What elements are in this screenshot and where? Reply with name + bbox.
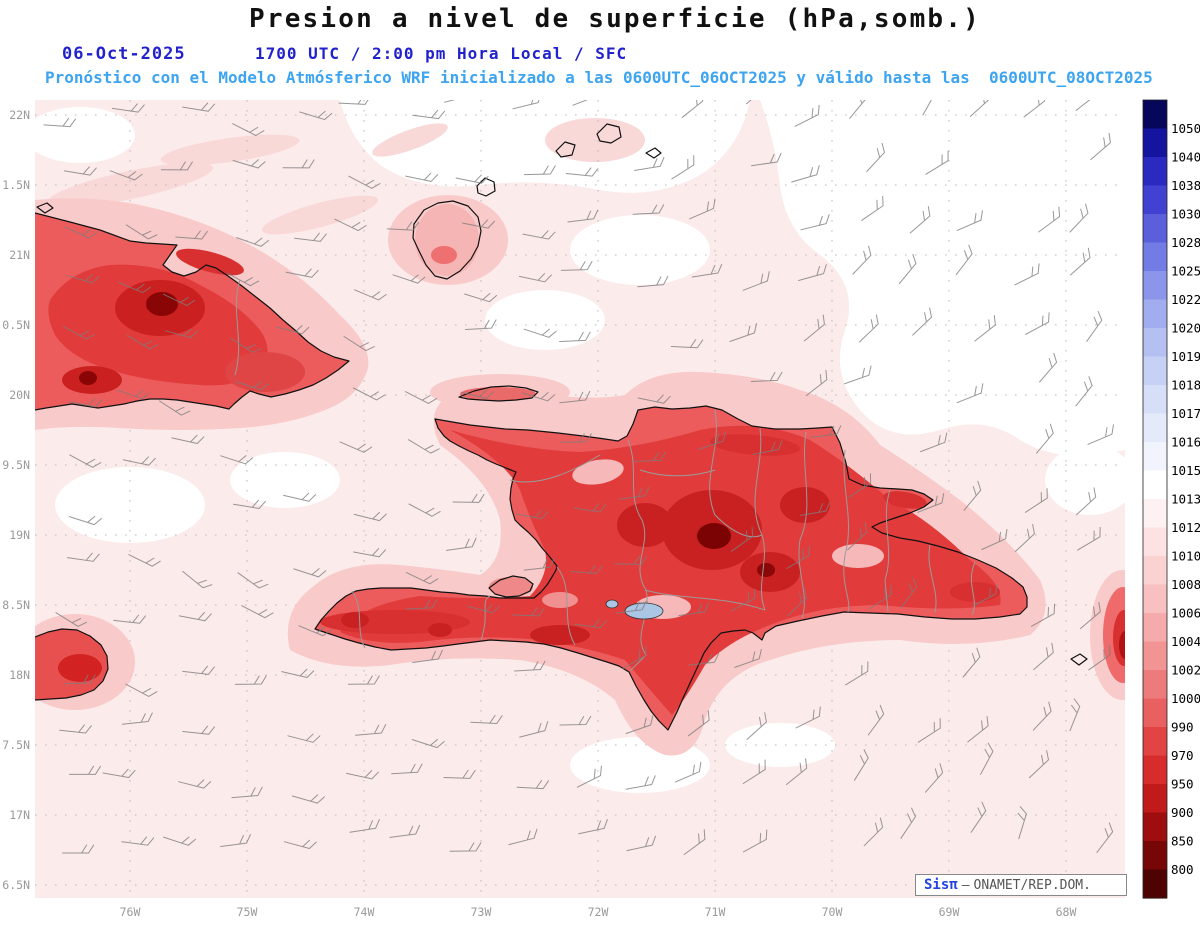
lon-tick-label: 73W [471, 905, 492, 919]
lakes [605, 599, 664, 620]
coastlines [35, 123, 1088, 731]
colorbar-label: 1028 [1171, 235, 1200, 250]
haiti-dr-border [627, 439, 648, 672]
colorbar-label: 900 [1171, 805, 1194, 820]
map-plot-area [35, 100, 1125, 898]
colorbar-label: 950 [1171, 777, 1194, 792]
watermark-separator: – [961, 877, 970, 893]
lon-tick-label: 70W [822, 905, 843, 919]
colorbar [1142, 99, 1168, 899]
small-cay [36, 202, 54, 214]
watermark: Sisπ – ONAMET/REP.DOM. [915, 874, 1127, 896]
lon-tick-label: 68W [1056, 905, 1077, 919]
lon-tick-label: 72W [588, 905, 609, 919]
colorbar-label: 850 [1171, 834, 1194, 849]
light-pink-streaks [46, 118, 645, 235]
run-date: 06-Oct-2025 [62, 44, 186, 64]
hispaniola-coastline [314, 405, 1028, 731]
tortuga-island [458, 385, 539, 402]
dark-red-minima [62, 280, 1125, 659]
province-boundaries [234, 279, 976, 672]
mona-island [1070, 653, 1088, 666]
lon-tick-label: 71W [705, 905, 726, 919]
cuba-coastline [35, 212, 350, 411]
colorbar-label: 1050 [1171, 121, 1200, 136]
date-time-line: 06-Oct-2025 1700 UTC / 2:00 pm Hora Loca… [0, 44, 1200, 64]
colorbar-label: 1022 [1171, 292, 1200, 307]
little-inagua-island [476, 177, 496, 197]
colorbar-label: 970 [1171, 748, 1194, 763]
colorbar-label: 990 [1171, 720, 1194, 735]
caicos-island-2 [596, 123, 622, 144]
colorbar-label: 1017 [1171, 406, 1200, 421]
light-valley-patches [542, 459, 884, 619]
colorbar-label: 1006 [1171, 606, 1200, 621]
lat-tick-label: 22N [9, 108, 30, 122]
lat-tick-label: 18N [9, 668, 30, 682]
colorbar-labels: 1050 1040 1038 1030 1028 1025 1022 1020 1019 1018… [1171, 121, 1200, 877]
lat-tick-label: 21N [9, 248, 30, 262]
colorbar-label: 1020 [1171, 321, 1200, 336]
colorbar-label: 1000 [1171, 691, 1200, 706]
colorbar-label: 1013 [1171, 492, 1200, 507]
colorbar-label: 1015 [1171, 463, 1200, 478]
colorbar-label: 1016 [1171, 435, 1200, 450]
model-note: Pronóstico con el Modelo Atmósferico WRF… [45, 68, 1153, 87]
lat-tick-label: 19N [9, 528, 30, 542]
lat-tick-label: 9.5N [2, 458, 30, 472]
gonave-island [488, 575, 534, 598]
colorbar-label: 1038 [1171, 178, 1200, 193]
colorbar-label: 1040 [1171, 150, 1200, 165]
colorbar-label: 1002 [1171, 663, 1200, 678]
colorbar-label: 1019 [1171, 349, 1200, 364]
colorbar-label: 1018 [1171, 378, 1200, 393]
colorbar-label: 800 [1171, 862, 1194, 877]
lat-tick-label: 17N [9, 808, 30, 822]
longitude-axis-labels: 76W 75W 74W 73W 72W 71W 70W 69W 68W [120, 905, 1077, 919]
watermark-brand: Sisπ [924, 877, 958, 893]
lat-tick-label: 20N [9, 388, 30, 402]
great-inagua-island [412, 200, 482, 280]
colorbar-label: 1030 [1171, 207, 1200, 222]
lat-tick-label: 1.5N [2, 178, 30, 192]
valid-time: 1700 UTC / 2:00 pm Hora Local / SFC [255, 44, 628, 63]
colorbar-label: 1010 [1171, 549, 1200, 564]
turks-island [645, 147, 662, 159]
wind-barbs [43, 100, 1114, 856]
lat-tick-label: 7.5N [2, 738, 30, 752]
colorbar-label: 1004 [1171, 634, 1200, 649]
lat-tick-label: 0.5N [2, 318, 30, 332]
etang-saumatre [605, 599, 619, 609]
lake-enriquillo [624, 602, 664, 620]
lon-tick-label: 69W [939, 905, 960, 919]
watermark-org: ONAMET/REP.DOM. [973, 877, 1091, 893]
colorbar-label: 1008 [1171, 577, 1200, 592]
lat-tick-label: 8.5N [2, 598, 30, 612]
lon-tick-label: 76W [120, 905, 141, 919]
latitude-axis-labels: 22N 1.5N 21N 0.5N 20N 9.5N 19N 8.5N 18N 7.5N 17N 6.… [2, 108, 30, 892]
lon-tick-label: 75W [237, 905, 258, 919]
chart-title: Presion a nivel de superficie (hPa,somb.… [249, 4, 981, 34]
colorbar-label: 1025 [1171, 264, 1200, 279]
white-pressure-patches [35, 100, 1125, 793]
caicos-island-1 [555, 141, 576, 158]
jamaica-coastline [35, 628, 109, 701]
colorbar-label: 1012 [1171, 520, 1200, 535]
lon-tick-label: 74W [354, 905, 375, 919]
lat-tick-label: 6.5N [2, 878, 30, 892]
